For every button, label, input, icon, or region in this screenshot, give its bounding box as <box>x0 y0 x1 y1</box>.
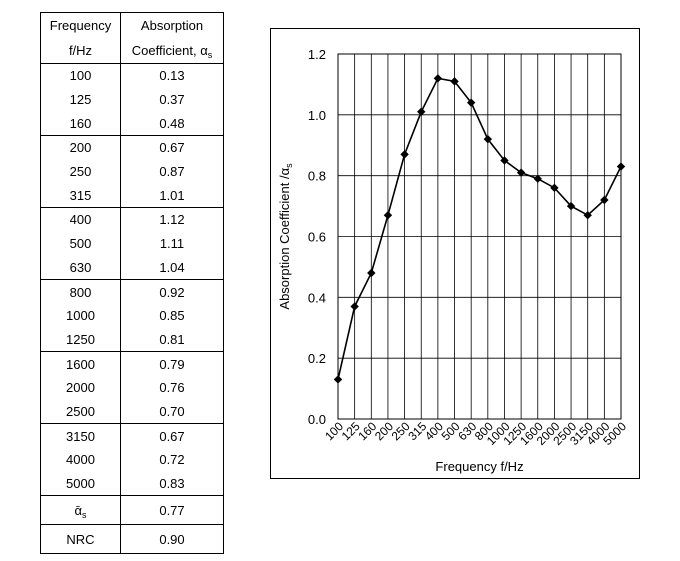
frequency-cell: 1000 <box>40 303 121 328</box>
y-tick-label: 1.0 <box>308 108 326 123</box>
table-row: 500 1.11 <box>40 231 224 256</box>
absorption-cell: 0.72 <box>120 448 224 472</box>
frequency-cell: 5000 <box>40 471 121 497</box>
nrc-label-cell: NRC <box>40 524 121 555</box>
frequency-cell: 800 <box>40 279 121 304</box>
absorption-cell: 1.11 <box>120 231 224 256</box>
frequency-cell: 2500 <box>40 399 121 425</box>
header-frequency: Frequency <box>40 12 121 38</box>
table-row: 200 0.67 <box>40 135 224 160</box>
absorption-cell: 0.85 <box>120 303 224 328</box>
absorption-cell: 0.92 <box>120 279 224 304</box>
absorption-cell: 0.48 <box>120 111 224 137</box>
table-row: 400 1.12 <box>40 207 224 232</box>
absorption-cell: 0.37 <box>120 87 224 112</box>
frequency-cell: 250 <box>40 159 121 184</box>
y-tick-label: 0.0 <box>308 412 326 427</box>
header-coefficient-subscript: s <box>207 50 213 60</box>
absorption-cell: 1.01 <box>120 183 224 209</box>
table-row: 100 0.13 <box>40 63 224 88</box>
absorption-cell: 0.81 <box>120 327 224 353</box>
absorption-cell: 0.76 <box>120 375 224 400</box>
data-point-marker <box>450 77 459 86</box>
absorption-cell: 1.12 <box>120 207 224 232</box>
x-axis-label: Frequency f/Hz <box>435 459 523 474</box>
table-row: 2000 0.76 <box>40 375 224 400</box>
absorption-cell: 0.70 <box>120 399 224 425</box>
table-row: 4000 0.72 <box>40 448 224 472</box>
table-row: 2500 0.70 <box>40 399 224 425</box>
data-point-marker <box>500 156 509 165</box>
table-row: 630 1.04 <box>40 255 224 281</box>
data-point-marker <box>367 268 376 278</box>
absorption-chart: 0.00.20.40.60.81.01.21001251602002503154… <box>277 47 629 474</box>
header-frequency-unit: f/Hz <box>40 38 121 64</box>
frequency-cell: 400 <box>40 207 121 232</box>
data-point-marker <box>566 201 576 211</box>
absorption-cell: 0.13 <box>120 63 224 88</box>
table-row: 1000 0.85 <box>40 303 224 328</box>
frequency-cell: 2000 <box>40 375 121 400</box>
absorption-cell: 0.83 <box>120 471 224 497</box>
header-coefficient-label: Coefficient, α <box>131 43 208 58</box>
y-tick-label: 0.6 <box>308 230 326 245</box>
frequency-cell: 1250 <box>40 327 121 353</box>
absorption-cell: 1.04 <box>120 255 224 281</box>
y-axis-label-subscript: s <box>284 163 294 168</box>
y-tick-label: 1.2 <box>308 47 326 62</box>
absorption-cell: 0.87 <box>120 159 224 184</box>
frequency-cell: 315 <box>40 183 121 209</box>
table-row: 1250 0.81 <box>40 327 224 353</box>
mean-subscript: s <box>82 509 87 520</box>
data-point-marker <box>417 107 426 116</box>
table-row: 160 0.48 <box>40 111 224 137</box>
frequency-cell: 630 <box>40 255 121 281</box>
frequency-cell: 125 <box>40 87 121 112</box>
plot-area-border <box>337 53 622 420</box>
frequency-cell: 1600 <box>40 351 121 376</box>
chart-frame: 0.0 0.2 0.4 0.6 0.8 1.0 1.2 100 125 160 200 250 315 4… <box>270 28 640 479</box>
frequency-cell: 4000 <box>40 448 121 472</box>
frequency-cell: 3150 <box>40 423 121 448</box>
absorption-table: Frequency Absorption f/Hz Coefficient, αs 10… <box>40 12 224 555</box>
data-point-marker <box>616 162 626 171</box>
y-tick-label: 0.2 <box>308 351 326 366</box>
data-point-marker <box>483 134 493 144</box>
data-point-marker <box>466 98 476 107</box>
frequency-cell: 100 <box>40 63 121 88</box>
data-point-marker <box>350 302 359 311</box>
data-point-marker <box>333 375 343 384</box>
frequency-cell: 500 <box>40 231 121 256</box>
data-point-marker <box>433 74 443 83</box>
table-row: 125 0.37 <box>40 87 224 112</box>
y-axis-label: Absorption Coefficient /αs <box>277 163 294 310</box>
y-tick-label: 0.8 <box>308 169 326 184</box>
header-absorption: Absorption <box>120 12 224 38</box>
table-row: 315 1.01 <box>40 183 224 209</box>
absorption-cell: 0.67 <box>120 135 224 160</box>
data-point-marker <box>383 211 393 220</box>
table-row: 3150 0.67 <box>40 423 224 448</box>
frequency-cell: 200 <box>40 135 121 160</box>
mean-label-cell: ᾱs <box>40 495 121 526</box>
table-row: 5000 0.83 <box>40 471 224 497</box>
table-row: 250 0.87 <box>40 159 224 184</box>
frequency-cell: 160 <box>40 111 121 137</box>
mean-value-cell: 0.77 <box>120 495 224 526</box>
nrc-value-cell: 0.90 <box>120 524 224 555</box>
data-point-marker <box>400 150 409 159</box>
data-point-marker <box>550 183 559 193</box>
series-line <box>337 77 622 380</box>
y-tick-label: 0.4 <box>308 290 326 305</box>
y-axis-label-text: Absorption Coefficient /α <box>277 167 292 309</box>
table-row: 1600 0.79 <box>40 351 224 376</box>
mean-symbol: ᾱ <box>74 502 82 518</box>
absorption-cell: 0.67 <box>120 423 224 448</box>
absorption-cell: 0.79 <box>120 351 224 376</box>
header-coefficient: Coefficient, αs <box>120 38 224 64</box>
table-row: 800 0.92 <box>40 279 224 304</box>
